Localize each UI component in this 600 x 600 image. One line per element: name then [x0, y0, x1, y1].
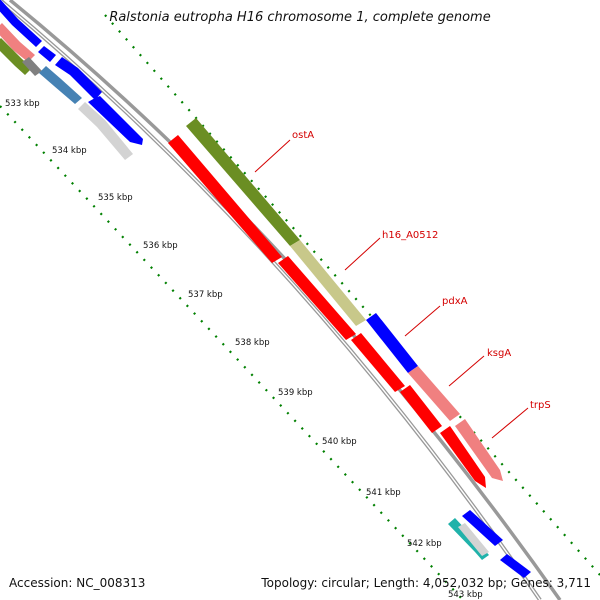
tick-label: 539 kbp	[278, 388, 313, 398]
gene-cluster-bottom	[448, 510, 531, 578]
gene-callouts	[254, 139, 529, 439]
gene-label-pdxa: pdxA	[442, 296, 468, 307]
tick-label: 540 kbp	[322, 437, 357, 447]
backbone-inner	[0, 0, 540, 600]
tick-label: 537 kbp	[188, 290, 223, 300]
outer-dotted-ring	[104, 14, 600, 576]
gene-label-ksga: ksgA	[487, 348, 511, 359]
tick-label: 543 kbp	[448, 590, 483, 600]
tick-labels: 533 kbp 534 kbp 535 kbp 536 kbp 537 kbp …	[5, 99, 483, 600]
genome-summary: Topology: circular; Length: 4,052,032 bp…	[261, 576, 591, 590]
gene-label-osta: ostA	[292, 130, 314, 141]
gene-track-inner	[168, 135, 486, 488]
tick-label: 534 kbp	[52, 146, 87, 156]
gene-labels: ostA h16_A0512 pdxA ksgA trpS	[292, 130, 551, 411]
tick-label: 541 kbp	[366, 488, 401, 498]
gene-cluster-topleft	[0, 0, 143, 160]
gene-label-h16a0512: h16_A0512	[382, 230, 438, 241]
gene-label-trps: trpS	[530, 400, 551, 411]
accession-label: Accession: NC_008313	[9, 576, 146, 590]
tick-label: 535 kbp	[98, 193, 133, 203]
tick-label: 538 kbp	[235, 338, 270, 348]
tick-label: 542 kbp	[407, 539, 442, 549]
map-title: Ralstonia eutropha H16 chromosome 1, com…	[109, 10, 491, 25]
tick-label: 533 kbp	[5, 99, 40, 109]
tick-label: 536 kbp	[143, 241, 178, 251]
gene-track-outer	[186, 118, 503, 481]
